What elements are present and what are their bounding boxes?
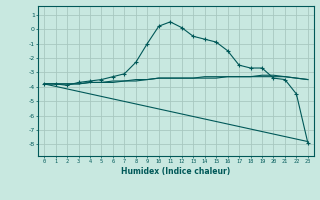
X-axis label: Humidex (Indice chaleur): Humidex (Indice chaleur) (121, 167, 231, 176)
